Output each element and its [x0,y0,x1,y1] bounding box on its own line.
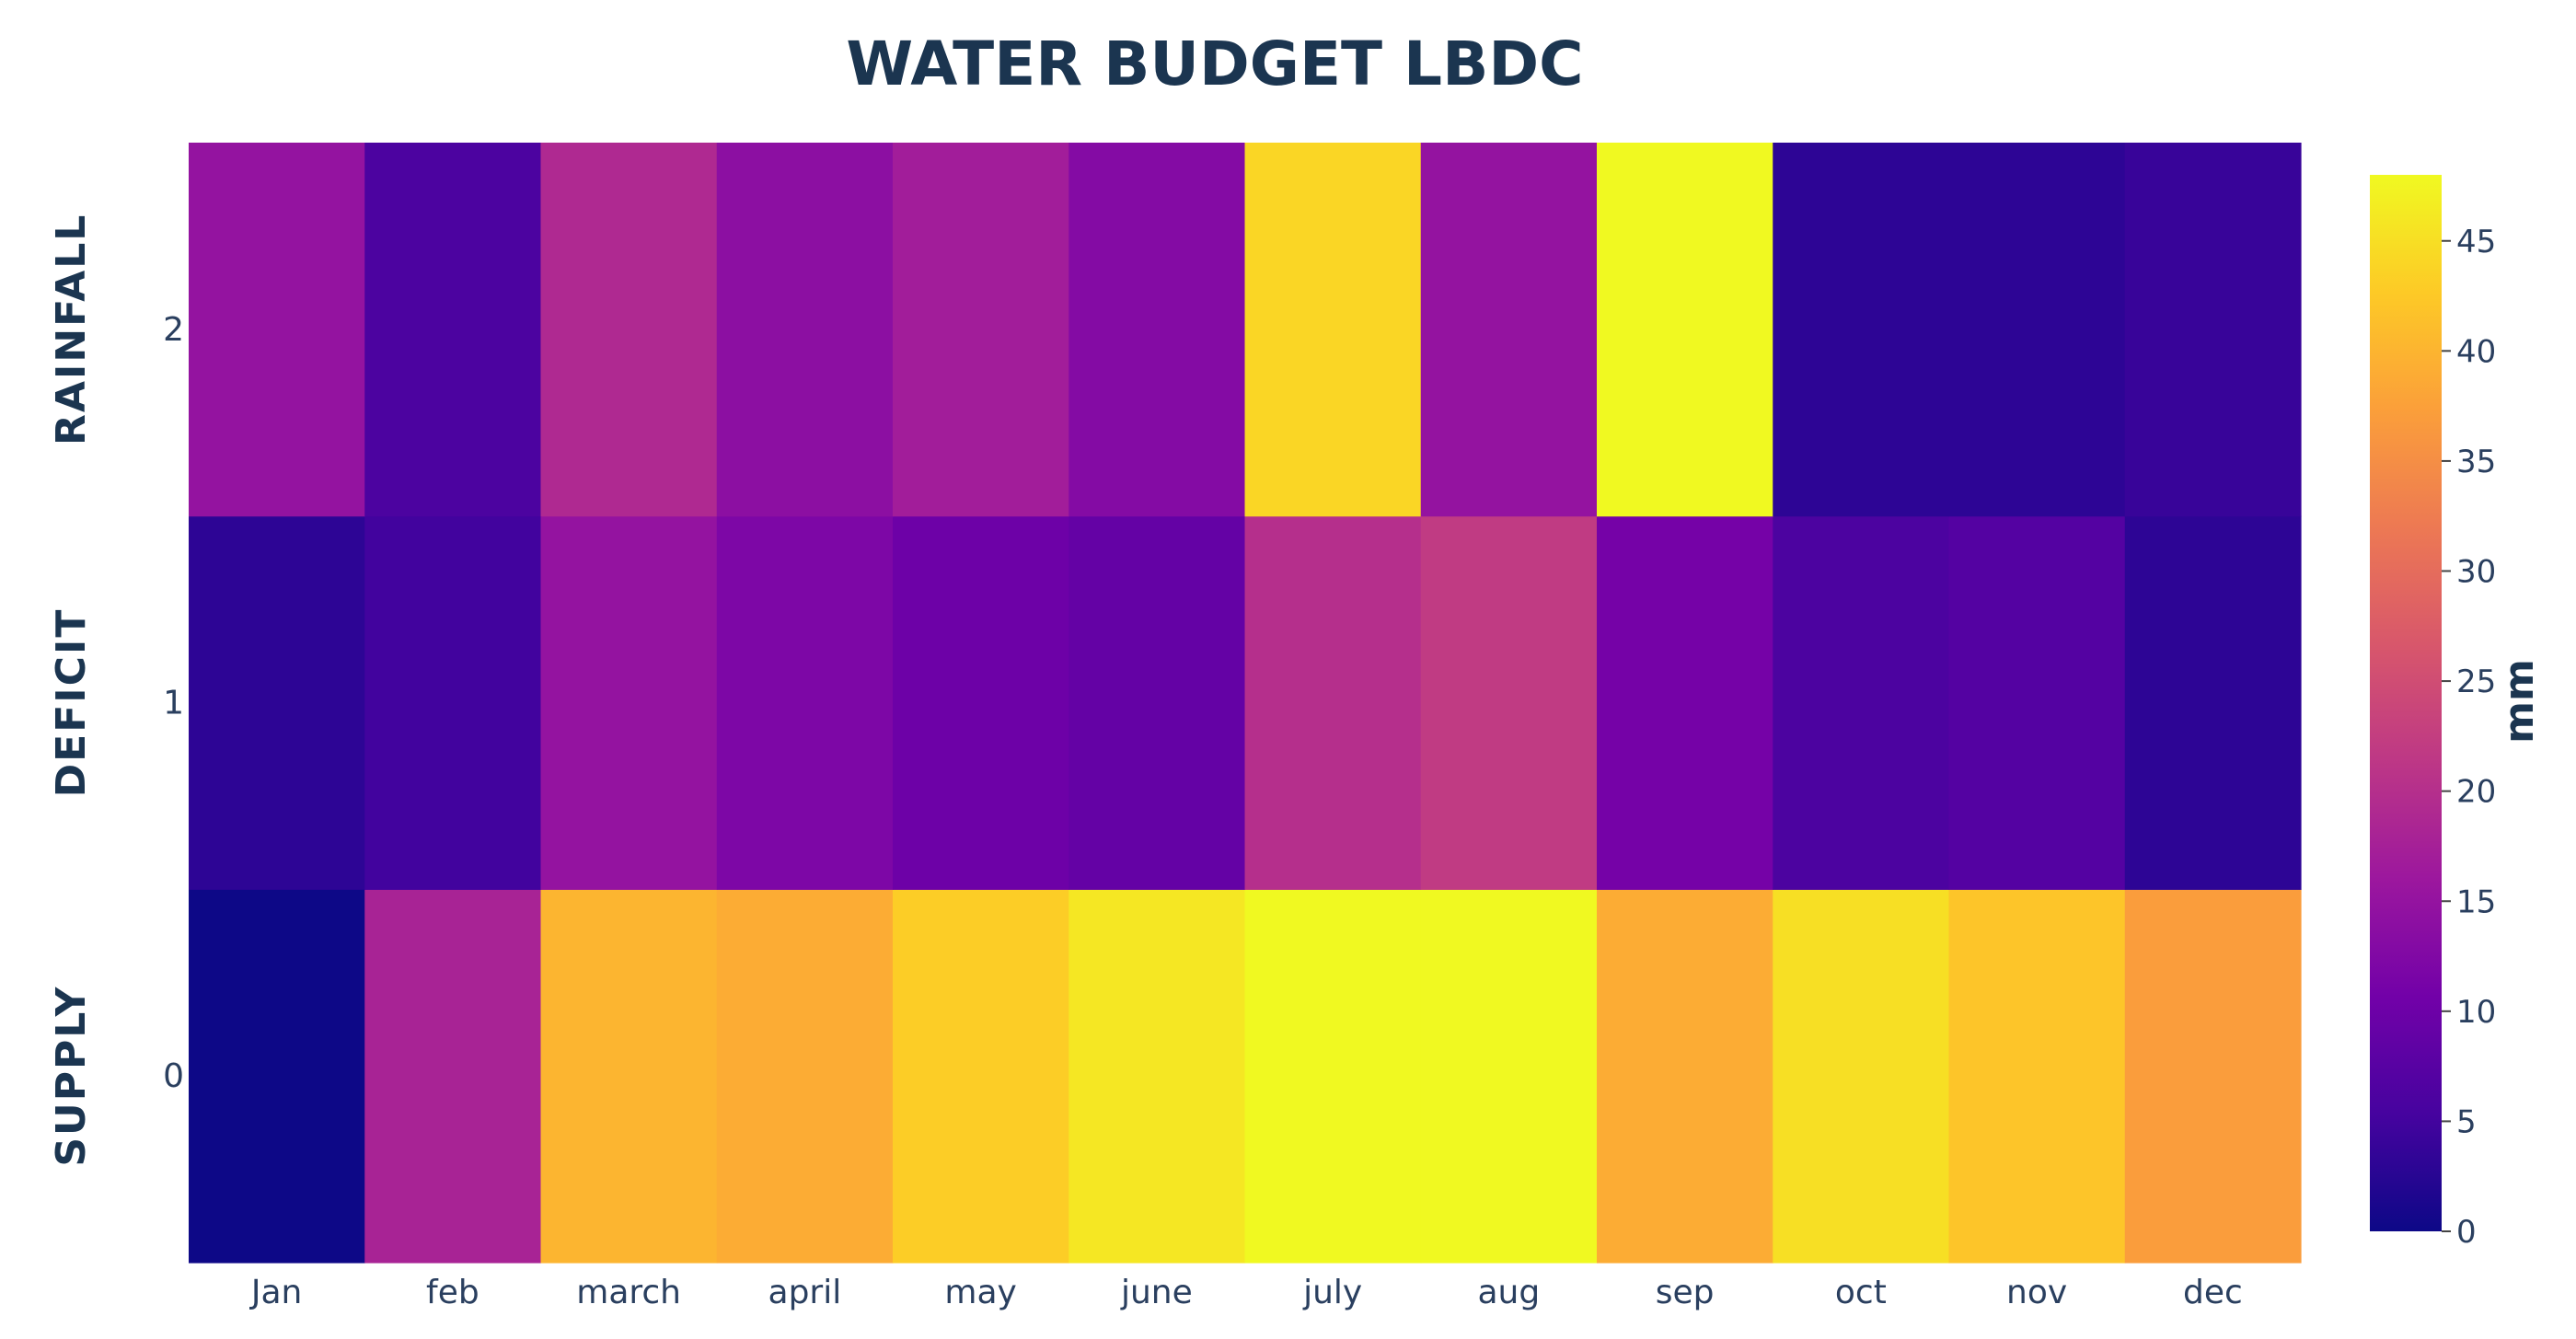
heatmap-cell [1244,515,1422,890]
colorbar-tick-label: 25 [2456,664,2496,700]
heatmap-cell [189,889,365,1264]
colorbar-tick-label: 5 [2456,1103,2477,1140]
heatmap-cell [2124,143,2302,517]
heatmap-cell [1420,515,1598,890]
row-label: RAINFALL [48,214,95,445]
heatmap-cell [1597,515,1773,890]
heatmap-cell [364,515,542,890]
colorbar-tick-label: 0 [2456,1214,2477,1251]
heatmap-cell [1069,889,1246,1264]
heatmap-cell [716,889,894,1264]
row-labels: SUPPLY DEFICIT RAINFALL [48,214,95,1167]
heatmap-cells [189,143,2302,1264]
x-tick-label: aug [1478,1274,1541,1311]
y-tick-label: 0 [163,1057,184,1095]
colorbar-ticks: 0 5 10 15 20 25 30 35 40 45 [2442,224,2496,1251]
heatmap-cell [2124,889,2302,1264]
colorbar-tick-label: 10 [2456,994,2496,1031]
heatmap-cell [716,143,894,517]
heatmap-cell [893,143,1069,517]
heatmap-cell [893,515,1069,890]
row-label: SUPPLY [48,986,95,1167]
heatmap-cell [1420,889,1598,1264]
x-axis-ticks: Jan feb march april may june july aug sep oct nov d… [249,1274,2243,1311]
x-tick-label: april [768,1274,842,1311]
heatmap-cell [2124,515,2302,890]
heatmap-cell [1420,143,1598,517]
x-tick-label: june [1120,1274,1193,1311]
y-tick-label: 2 [163,311,184,349]
colorbar-tick-label: 40 [2456,333,2496,370]
heatmap-cell [1773,889,1950,1264]
colorbar-tick-label: 35 [2456,444,2496,480]
row-label: DEFICIT [48,608,95,798]
heatmap-cell [1773,515,1950,890]
x-tick-label: feb [426,1274,479,1311]
heatmap-cell [364,143,542,517]
x-tick-label: Jan [249,1274,303,1311]
heatmap-cell [1069,143,1246,517]
heatmap-cell [893,889,1069,1264]
colorbar-tick-label: 20 [2456,774,2496,811]
x-tick-label: sep [1656,1274,1715,1311]
x-tick-label: march [576,1274,681,1311]
colorbar-tick-label: 45 [2456,224,2496,260]
heatmap-cell [189,515,365,890]
heatmap-cell [1948,889,2126,1264]
heatmap-cell [1948,143,2126,517]
y-tick-label: 1 [163,685,184,722]
heatmap-cell [716,515,894,890]
heatmap-cell [1773,143,1950,517]
x-tick-label: nov [2006,1274,2067,1311]
colorbar [2370,175,2442,1231]
heatmap-cell [540,143,718,517]
heatmap-cell [1597,143,1773,517]
chart-title: WATER BUDGET LBDC [846,29,1583,99]
colorbar-title: mm [2496,659,2543,744]
colorbar-tick-label: 30 [2456,554,2496,591]
x-tick-label: oct [1835,1274,1887,1311]
x-tick-label: dec [2183,1274,2243,1311]
heatmap-cell [189,143,365,517]
colorbar-tick-label: 15 [2456,883,2496,920]
x-tick-label: july [1302,1274,1362,1311]
heatmap-cell [1244,143,1422,517]
x-tick-label: may [944,1274,1016,1311]
heatmap-cell [540,515,718,890]
heatmap-cell [1069,515,1246,890]
y-axis-ticks: 0 1 2 [163,311,184,1095]
heatmap-cell [540,889,718,1264]
heatmap-cell [1597,889,1773,1264]
heatmap-cell [1244,889,1422,1264]
heatmap-cell [364,889,542,1264]
heatmap-cell [1948,515,2126,890]
